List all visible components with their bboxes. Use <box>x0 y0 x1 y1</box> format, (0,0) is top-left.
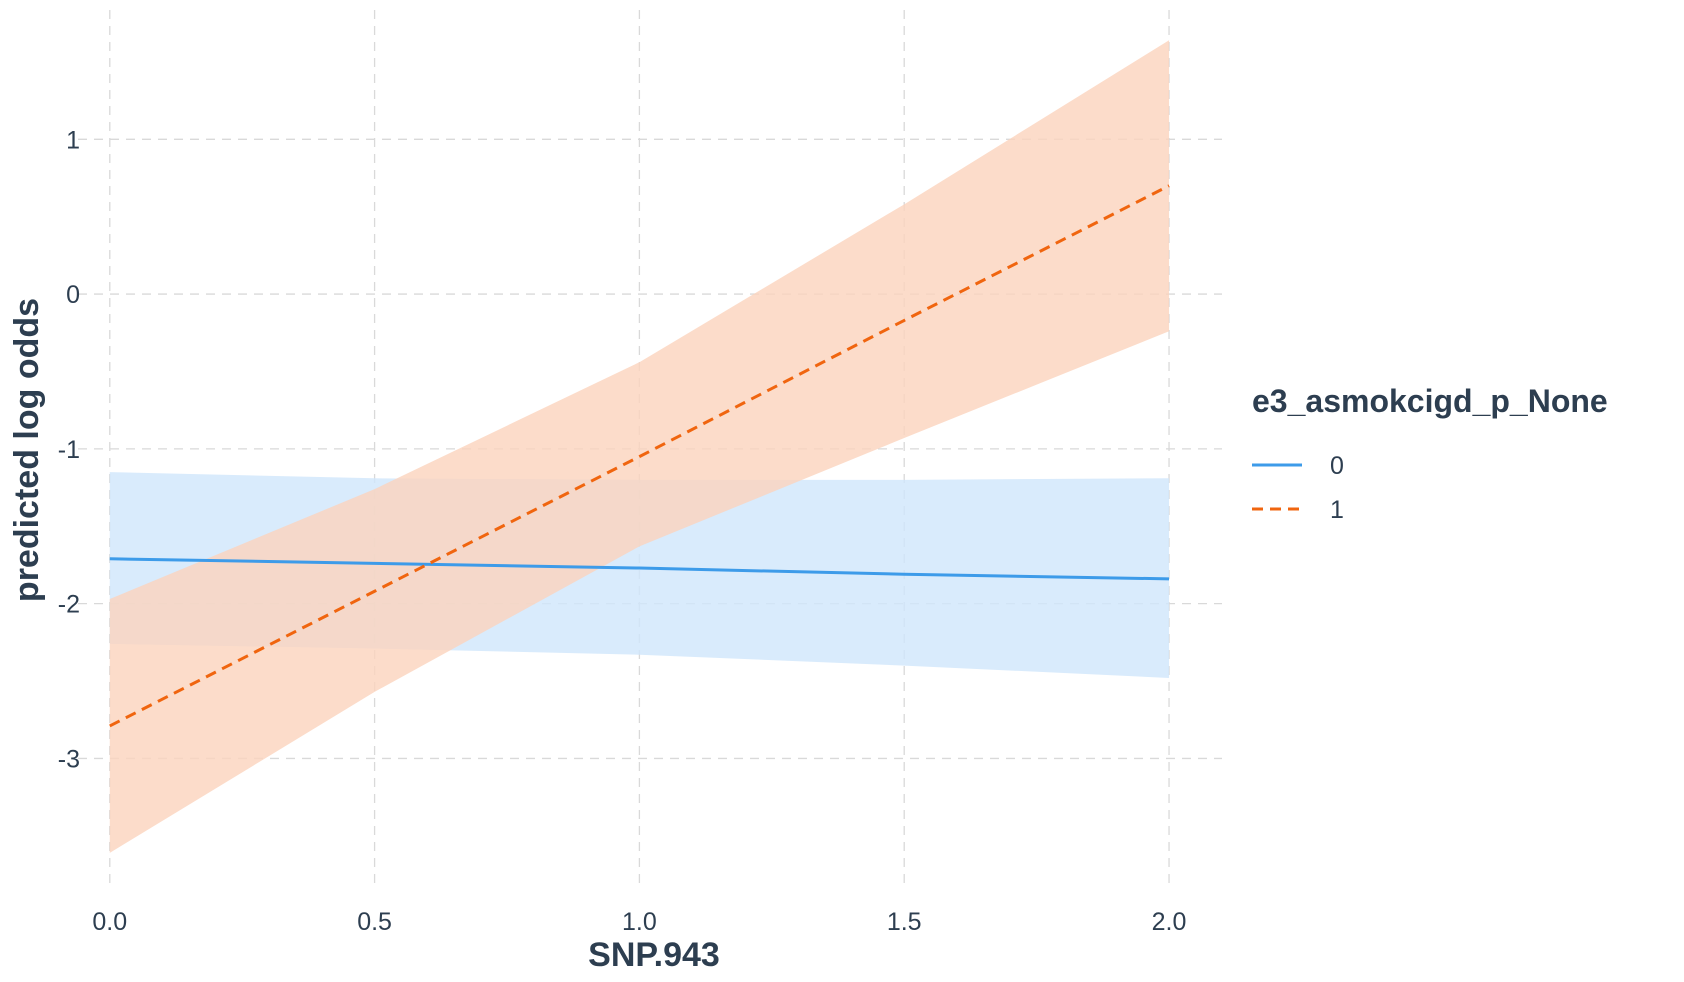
legend-label-1: 1 <box>1330 496 1344 524</box>
line-layer <box>109 184 1170 728</box>
band-layer <box>109 40 1170 853</box>
line-series-0 <box>109 557 1170 581</box>
x-tick-label-4: 2.0 <box>1152 908 1187 936</box>
y-tick-label-2: -1 <box>58 436 80 464</box>
line-series-1 <box>109 184 1170 728</box>
x-tick-label-1: 0.5 <box>357 908 392 936</box>
y-tick-label-3: 0 <box>66 281 80 309</box>
y-axis-ticks: -3 -2 -1 0 1 <box>58 126 80 773</box>
y-tick-label-1: -2 <box>58 591 80 619</box>
y-tick-label-4: 1 <box>66 126 80 154</box>
legend-title: e3_asmokcigd_p_None <box>1252 383 1608 419</box>
y-tick-label-0: -3 <box>58 745 80 773</box>
x-tick-label-3: 1.5 <box>887 908 922 936</box>
x-axis-title: SNP.943 <box>588 936 720 974</box>
confidence-band-series-1 <box>109 40 1170 853</box>
legend: e3_asmokcigd_p_None 01 <box>1252 383 1608 524</box>
legend-items: 01 <box>1252 452 1344 524</box>
x-tick-label-0: 0.0 <box>92 908 127 936</box>
legend-label-0: 0 <box>1330 452 1344 480</box>
y-axis-title: predicted log odds <box>8 298 46 602</box>
x-axis-ticks: 0.0 0.5 1.0 1.5 2.0 <box>92 908 1186 936</box>
x-tick-label-2: 1.0 <box>622 908 657 936</box>
